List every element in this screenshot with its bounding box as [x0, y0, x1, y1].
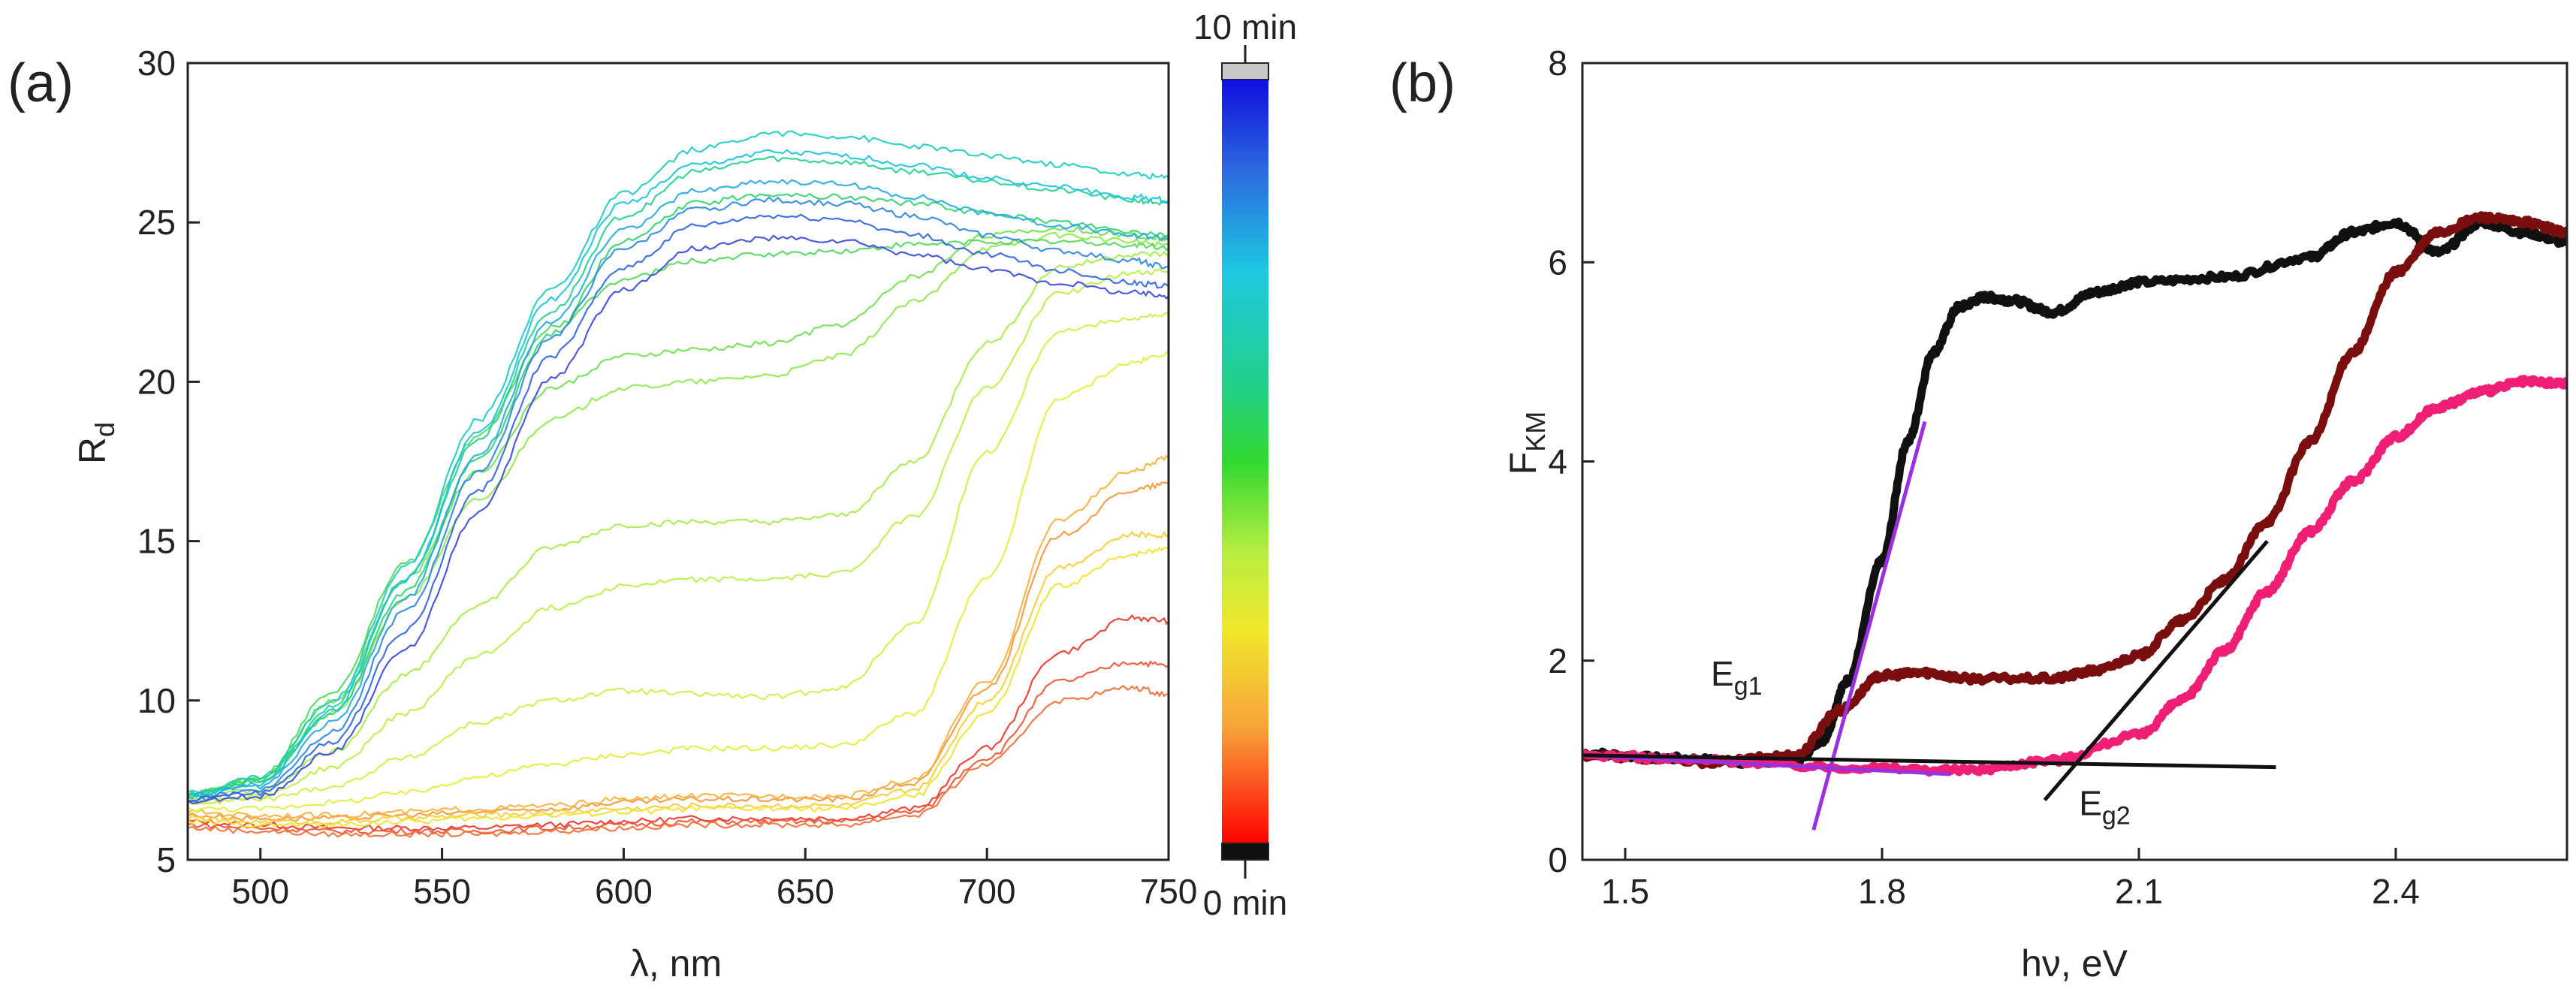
x-tick-label: 600 [595, 872, 653, 911]
colorbar-gradient [1222, 80, 1268, 843]
bandgap-label-sub: g1 [1734, 672, 1763, 701]
panel-a-series [188, 130, 1169, 839]
panel-a-ylabel: Rd [71, 422, 120, 464]
x-tick-label: 650 [777, 872, 834, 911]
panel-a-xlabel: λ, nm [630, 942, 722, 984]
x-tick-label: 550 [413, 872, 471, 911]
series-line [188, 684, 1169, 839]
x-tick-label: 2.1 [2115, 872, 2163, 911]
colorbar-bottom-label: 0 min [1203, 883, 1287, 922]
y-tick-label: 30 [137, 44, 176, 83]
series-line [188, 250, 1169, 802]
svg-text:Rd: Rd [71, 422, 120, 464]
series-line [188, 225, 1169, 799]
fit-line [1582, 753, 2276, 770]
y-tick-label: 20 [137, 362, 176, 401]
series-line [188, 311, 1169, 805]
series-line [188, 149, 1169, 798]
colorbar-top-label: 10 min [1193, 8, 1297, 47]
fit-line [1811, 421, 1927, 831]
svg-text:FKM: FKM [1502, 412, 1551, 475]
colorbar-top-cap [1221, 62, 1269, 80]
panel-b-xlabel: hν, eV [2021, 942, 2128, 984]
y-tick-label: 10 [137, 681, 176, 720]
x-tick-label: 750 [1140, 872, 1198, 911]
fit-line [1582, 753, 1951, 776]
panel-b-ylabel-sub: KM [1520, 412, 1551, 452]
x-tick-label: 700 [958, 872, 1016, 911]
scatter-series [1582, 375, 2567, 777]
series-line [188, 530, 1169, 825]
series-line [188, 196, 1169, 803]
colorbar-bottom-cap [1221, 843, 1269, 861]
series-line [188, 454, 1169, 819]
panel-a-frame [186, 62, 1170, 861]
series-line [188, 130, 1169, 794]
y-tick-label: 5 [156, 840, 176, 879]
x-tick-label: 1.5 [1601, 872, 1649, 911]
x-tick-label: 1.8 [1858, 872, 1906, 911]
panel-b-label: (b) [1389, 53, 1455, 113]
y-tick-label: 2 [1548, 641, 1567, 680]
panel-b-fit-lines [1582, 421, 2276, 831]
panel-b-ylabel-main: F [1502, 452, 1544, 475]
colorbar: 10 min 0 min [1193, 8, 1297, 922]
fit-line [2043, 539, 2269, 802]
panel-b-ticks: 1.5 1.8 2.1 2.4 0 2 4 6 8 [1548, 44, 2420, 911]
y-tick-label: 15 [137, 522, 176, 561]
series-line [188, 192, 1169, 798]
y-tick-label: 25 [137, 203, 176, 242]
bandgap-label-main: E [1711, 654, 1734, 693]
panel-a-ylabel-main: R [71, 437, 113, 464]
series-line [188, 179, 1169, 800]
series-line [188, 234, 1169, 805]
y-tick-label: 6 [1548, 243, 1567, 282]
panel-a-label: (a) [8, 53, 74, 113]
series-line [188, 267, 1169, 804]
bandgap-label: Eg2 [2079, 783, 2131, 830]
x-tick-label: 2.4 [2372, 872, 2420, 911]
y-tick-label: 8 [1548, 44, 1567, 83]
series-line [188, 351, 1169, 813]
panel-b-ylabel: FKM [1502, 412, 1551, 475]
panel-a-ylabel-sub: d [89, 422, 120, 437]
series-line [188, 213, 1169, 803]
bandgap-label-main: E [2079, 783, 2102, 822]
bandgap-label: Eg1 [1711, 654, 1763, 701]
panel-b-frame [1581, 62, 2568, 861]
y-tick-label: 0 [1548, 840, 1567, 879]
y-tick-label: 4 [1548, 442, 1567, 481]
series-line [188, 238, 1169, 797]
series-line [188, 546, 1169, 829]
x-tick-label: 500 [231, 872, 289, 911]
panel-a-ticks: 500 550 600 650 700 750 5 10 15 20 25 30 [137, 44, 1198, 911]
bandgap-label-sub: g2 [2102, 801, 2131, 830]
